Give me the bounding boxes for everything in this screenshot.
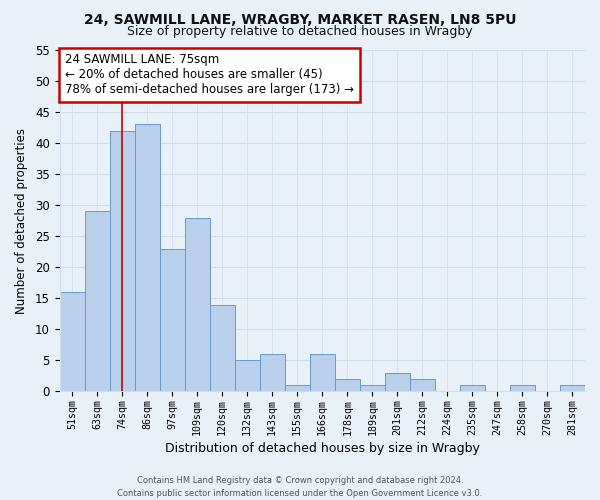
Bar: [85, 212, 110, 392]
Bar: [134, 124, 160, 392]
Bar: [460, 385, 485, 392]
Bar: [160, 248, 185, 392]
Text: Size of property relative to detached houses in Wragby: Size of property relative to detached ho…: [127, 25, 473, 38]
Bar: [385, 373, 410, 392]
Bar: [360, 385, 385, 392]
Bar: [310, 354, 335, 392]
Text: 24, SAWMILL LANE, WRAGBY, MARKET RASEN, LN8 5PU: 24, SAWMILL LANE, WRAGBY, MARKET RASEN, …: [84, 12, 516, 26]
Bar: [59, 292, 85, 392]
Bar: [560, 385, 585, 392]
Bar: [335, 379, 360, 392]
Y-axis label: Number of detached properties: Number of detached properties: [15, 128, 28, 314]
Bar: [209, 304, 235, 392]
X-axis label: Distribution of detached houses by size in Wragby: Distribution of detached houses by size …: [165, 442, 480, 455]
Bar: [285, 385, 310, 392]
Bar: [510, 385, 535, 392]
Bar: [260, 354, 285, 392]
Bar: [110, 130, 134, 392]
Bar: [235, 360, 260, 392]
Bar: [185, 218, 209, 392]
Text: Contains HM Land Registry data © Crown copyright and database right 2024.
Contai: Contains HM Land Registry data © Crown c…: [118, 476, 482, 498]
Text: 24 SAWMILL LANE: 75sqm
← 20% of detached houses are smaller (45)
78% of semi-det: 24 SAWMILL LANE: 75sqm ← 20% of detached…: [65, 54, 354, 96]
Bar: [410, 379, 435, 392]
